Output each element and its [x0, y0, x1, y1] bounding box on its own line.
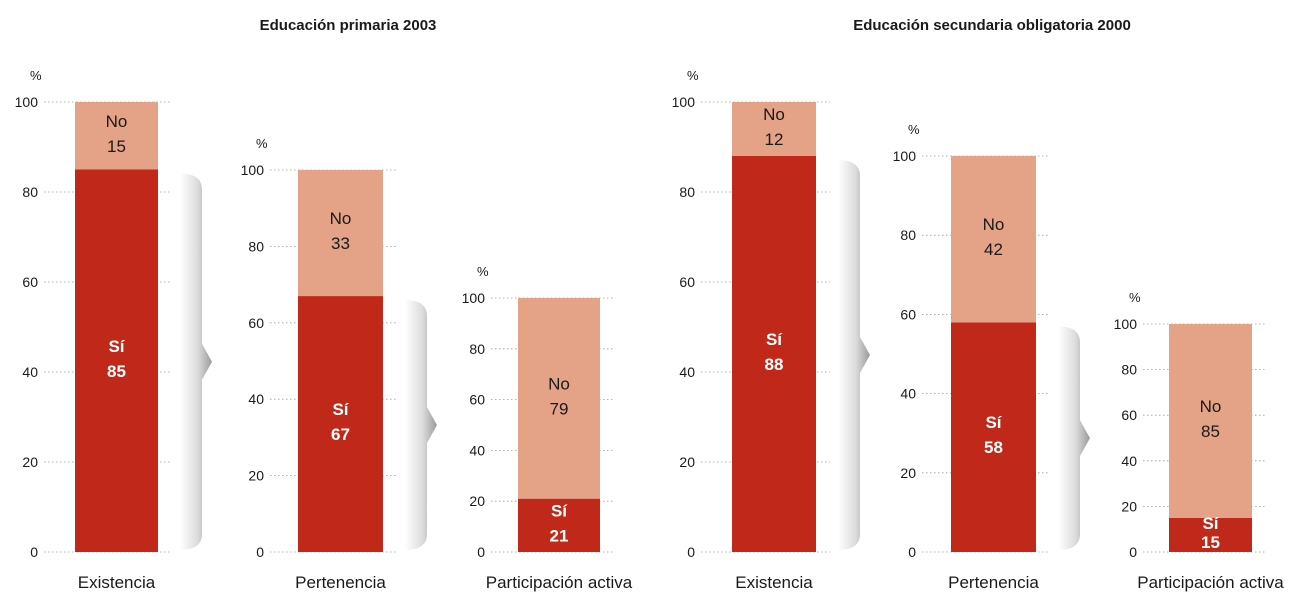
- segment-series-label: No: [763, 105, 785, 124]
- y-tick-label: 0: [477, 544, 485, 560]
- bar-segment-no: [518, 298, 600, 499]
- bar-segment-no: [75, 102, 158, 170]
- segment-value-label: 42: [984, 240, 1003, 259]
- axis-unit-label: %: [1129, 290, 1141, 305]
- segment-value-label: 67: [331, 425, 350, 444]
- y-tick-label: 0: [687, 544, 695, 560]
- y-tick-label: 20: [1121, 498, 1137, 514]
- axis-unit-label: %: [30, 68, 42, 83]
- y-tick-label: 40: [900, 386, 916, 402]
- segment-value-label: 58: [984, 438, 1003, 457]
- segment-series-label: Sí: [332, 400, 349, 419]
- axis-unit-label: %: [256, 136, 268, 151]
- y-tick-label: 80: [679, 184, 695, 200]
- bar-segment-si: [951, 322, 1036, 552]
- y-tick-label: 100: [672, 94, 696, 110]
- segment-value-label: 21: [550, 526, 569, 545]
- bar-segment-si: [732, 156, 816, 552]
- segment-value-label: 79: [550, 399, 569, 418]
- y-tick-label: 40: [248, 391, 264, 407]
- y-tick-label: 100: [893, 148, 917, 164]
- segment-series-label: No: [106, 112, 128, 131]
- segment-series-label: No: [548, 374, 570, 393]
- y-tick-label: 80: [22, 184, 38, 200]
- y-tick-label: 60: [469, 392, 485, 408]
- y-tick-label: 100: [241, 162, 265, 178]
- y-tick-label: 60: [679, 274, 695, 290]
- y-tick-label: 80: [900, 227, 916, 243]
- y-tick-label: 60: [22, 274, 38, 290]
- segment-value-label: 12: [765, 130, 784, 149]
- y-tick-label: 80: [1121, 362, 1137, 378]
- y-tick-label: 100: [1114, 316, 1138, 332]
- bar-segment-si: [518, 498, 600, 552]
- axis-unit-label: %: [477, 264, 489, 279]
- y-tick-label: 20: [679, 454, 695, 470]
- y-tick-label: 60: [900, 306, 916, 322]
- y-tick-label: 20: [900, 465, 916, 481]
- y-tick-label: 40: [22, 364, 38, 380]
- y-tick-label: 20: [22, 454, 38, 470]
- segment-value-label: 15: [1201, 533, 1220, 552]
- y-tick-label: 40: [1121, 453, 1137, 469]
- y-tick-label: 0: [908, 544, 916, 560]
- y-tick-label: 60: [1121, 407, 1137, 423]
- flow-arrow: [180, 173, 212, 550]
- flow-arrow: [838, 160, 870, 550]
- category-label: Existencia: [735, 573, 813, 592]
- segment-series-label: Sí: [551, 501, 568, 520]
- y-tick-label: 0: [1129, 544, 1137, 560]
- y-tick-label: 80: [469, 341, 485, 357]
- axis-unit-label: %: [687, 68, 699, 83]
- bar-segment-si: [298, 296, 383, 552]
- chart-title: Educación primaria 2003: [260, 17, 437, 34]
- segment-series-label: Sí: [985, 413, 1002, 432]
- y-tick-label: 40: [679, 364, 695, 380]
- chart-title: Educación secundaria obligatoria 2000: [853, 17, 1131, 34]
- bar-segment-no: [298, 170, 383, 297]
- y-tick-label: 60: [248, 315, 264, 331]
- category-label: Participación activa: [1137, 573, 1284, 592]
- y-tick-label: 100: [15, 94, 39, 110]
- flow-arrow: [1058, 326, 1090, 550]
- segment-series-label: No: [983, 215, 1005, 234]
- category-label: Pertenencia: [295, 573, 386, 592]
- bar-segment-no: [951, 156, 1036, 323]
- segment-series-label: Sí: [766, 330, 783, 349]
- segment-value-label: 85: [1201, 422, 1220, 441]
- segment-series-label: Sí: [108, 337, 125, 356]
- y-tick-label: 40: [469, 442, 485, 458]
- segment-series-label: No: [1200, 397, 1222, 416]
- y-tick-label: 0: [30, 544, 38, 560]
- category-label: Participación activa: [486, 573, 633, 592]
- axis-unit-label: %: [908, 122, 920, 137]
- bar-segment-si: [1169, 517, 1252, 552]
- y-tick-label: 100: [462, 290, 486, 306]
- segment-series-label: No: [330, 209, 352, 228]
- segment-value-label: 15: [107, 137, 126, 156]
- y-tick-label: 0: [256, 544, 264, 560]
- y-tick-label: 20: [248, 468, 264, 484]
- y-tick-label: 20: [469, 493, 485, 509]
- segment-value-label: 88: [765, 355, 784, 374]
- bar-segment-no: [1169, 324, 1252, 518]
- bar-segment-no: [732, 102, 816, 156]
- bar-segment-si: [75, 169, 158, 552]
- segment-value-label: 33: [331, 234, 350, 253]
- category-label: Existencia: [78, 573, 156, 592]
- y-tick-label: 80: [248, 238, 264, 254]
- flow-arrow: [405, 300, 437, 550]
- segment-value-label: 85: [107, 362, 126, 381]
- segment-series-label: Sí: [1202, 514, 1219, 533]
- category-label: Pertenencia: [948, 573, 1039, 592]
